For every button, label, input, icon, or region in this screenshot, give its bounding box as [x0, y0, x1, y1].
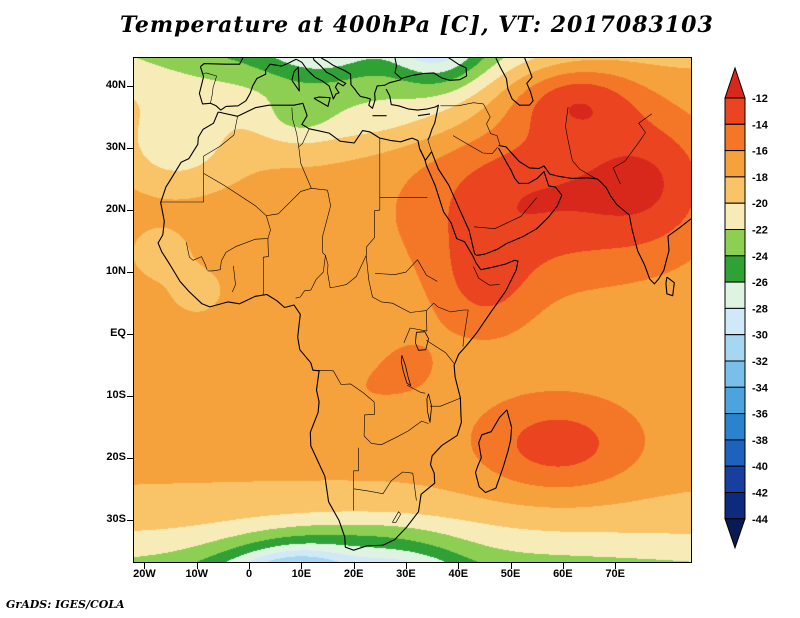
colorbar-label: -42 [752, 488, 768, 500]
lon-tick [196, 563, 198, 569]
lon-tick-label: 20E [343, 568, 364, 580]
colorbar-label: -30 [752, 330, 768, 342]
lon-tick-label: 10W [185, 568, 209, 580]
lat-tick-label: 10S [106, 389, 126, 402]
colorbar-band [724, 150, 746, 178]
colorbar-label: -44 [752, 514, 769, 526]
lat-tick-label: 20S [106, 451, 126, 464]
lat-tick-label: 30N [105, 141, 126, 153]
lon-tick [458, 563, 460, 569]
colorbar-label: -26 [752, 277, 768, 289]
lat-tick-label: 30S [106, 513, 126, 526]
colorbar-label: -24 [752, 251, 769, 263]
lon-tick-label: 40E [448, 568, 469, 580]
colorbar-label: -20 [752, 198, 768, 210]
colorbar: -12 -14 -16 -18 -20 -22 -24 -26 -28 -30 -32 -34 -36 -… [724, 66, 769, 550]
lon-tick-label: 20W [133, 568, 156, 580]
colorbar-label: -40 [752, 461, 768, 473]
lon-tick-label: 30E [396, 568, 416, 580]
colorbar-band [724, 439, 746, 467]
lon-tick [405, 563, 407, 569]
colorbar-arrow-top [724, 66, 746, 99]
lon-tick-label: 0 [245, 568, 253, 580]
lat-tick-label: EQ [110, 327, 126, 340]
colorbar-band [724, 307, 746, 336]
lat-tick-label: 40N [105, 78, 126, 91]
lon-tick [353, 563, 355, 569]
lat-tick-label: 20N [105, 203, 126, 216]
lon-tick [144, 563, 146, 569]
colorbar-band [724, 97, 746, 125]
colorbar-band [724, 281, 746, 309]
colorbar-label: -18 [752, 172, 768, 184]
lon-tick-label: 60E [553, 568, 573, 580]
lon-tick [615, 563, 617, 569]
lon-tick-label: 10E [291, 568, 312, 580]
lon-tick [510, 563, 512, 569]
lon-tick [301, 563, 303, 569]
colorbar-label: -38 [752, 435, 768, 447]
colorbar-band [724, 492, 746, 520]
colorbar-band [724, 413, 746, 441]
colorbar-band [724, 334, 746, 362]
colorbar-arrow-bottom [724, 518, 746, 550]
colorbar-label: -36 [752, 409, 768, 421]
colorbar-band [724, 255, 746, 283]
colorbar-band [724, 202, 746, 230]
colorbar-label: -22 [752, 225, 768, 237]
colorbar-label: -16 [752, 146, 768, 158]
lon-tick-label: 70E [605, 568, 625, 580]
colorbar-band [724, 465, 746, 494]
lat-tick-label: 10N [105, 265, 126, 278]
lon-tick-label: 50E [500, 568, 521, 580]
colorbar-label: -14 [752, 119, 769, 131]
colorbar-band [724, 229, 746, 257]
colorbar-label: -34 [752, 382, 769, 394]
colorbar-label: -28 [752, 303, 768, 315]
colorbar-label: -12 [752, 93, 768, 105]
colorbar-band [724, 123, 746, 152]
colorbar-band [724, 360, 746, 388]
colorbar-band [724, 176, 746, 204]
map-frame [133, 57, 692, 563]
lon-tick [562, 563, 564, 569]
chart-title: Temperature at 400hPa [C], VT: 201708310… [120, 12, 714, 38]
colorbar-band [724, 386, 746, 415]
colorbar-label: -32 [752, 356, 768, 368]
lon-tick [249, 563, 251, 569]
credit-text: GrADS: IGES/COLA [6, 598, 125, 611]
